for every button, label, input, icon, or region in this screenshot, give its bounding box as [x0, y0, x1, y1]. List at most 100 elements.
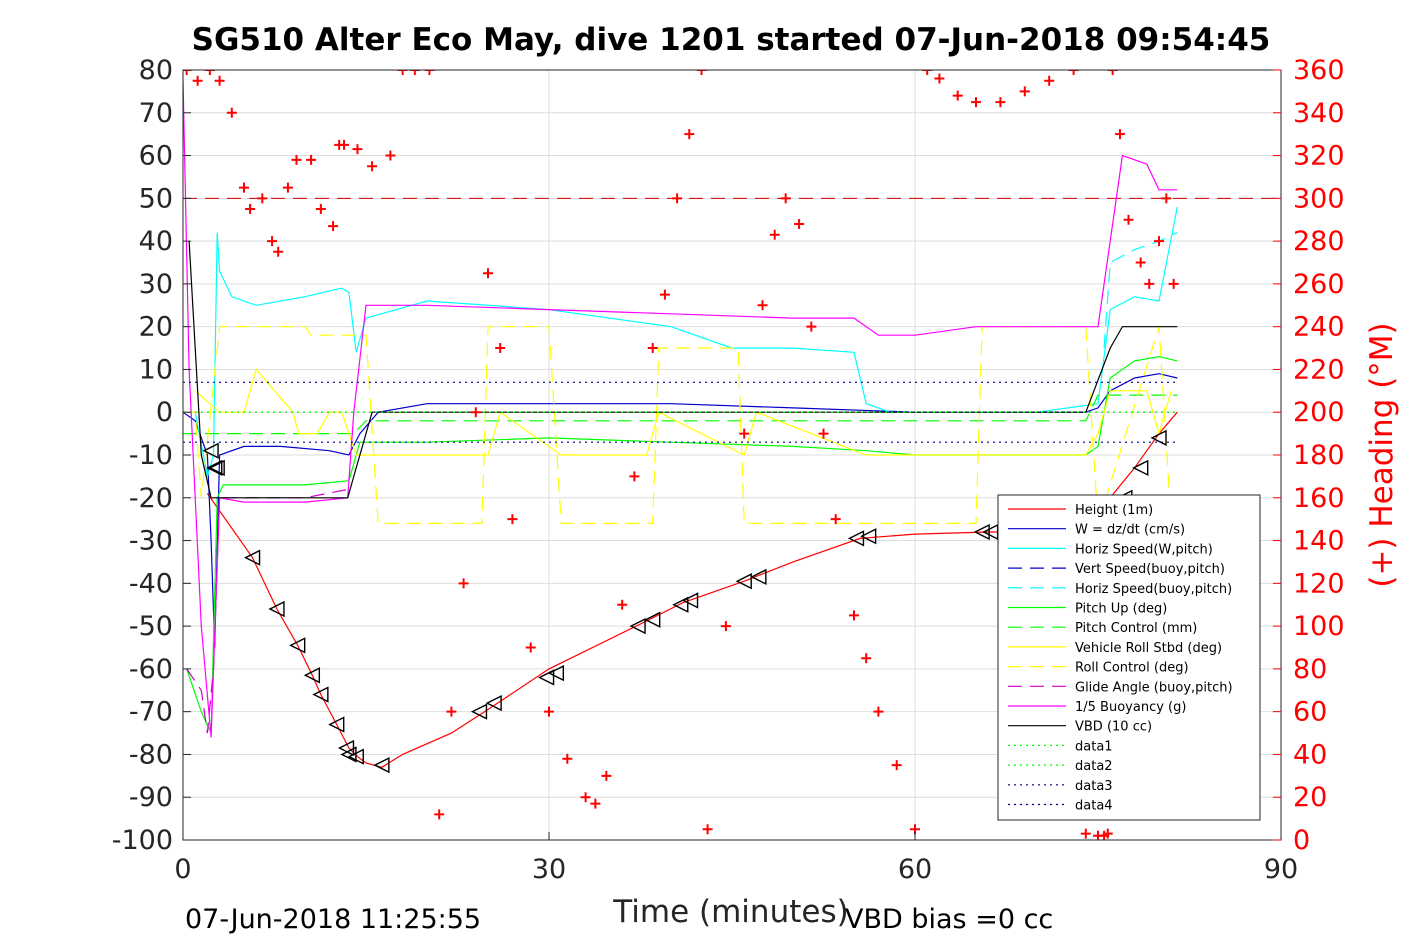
y-tick-label-left: -20 — [129, 483, 173, 514]
y-axis-right-label: (+) Heading (°M) — [1364, 322, 1400, 587]
dive-marker — [470, 703, 488, 720]
footer-timestamp: 07-Jun-2018 11:25:55 — [185, 904, 481, 935]
legend-label: data4 — [1075, 799, 1113, 814]
heading-point — [525, 642, 536, 653]
heading-point — [409, 70, 420, 75]
heading-point — [590, 798, 601, 809]
y-tick-label-right: 300 — [1293, 183, 1345, 214]
legend-label: Roll Control (deg) — [1075, 661, 1189, 676]
dive-marker — [312, 686, 329, 703]
y-tick-label-left: 70 — [139, 98, 173, 129]
legend-label: data3 — [1075, 779, 1113, 794]
heading-point — [483, 268, 493, 279]
y-tick-label-right: 40 — [1293, 739, 1327, 770]
heading-point — [739, 428, 750, 439]
chart-title: SG510 Alter Eco May, dive 1201 started 0… — [192, 22, 1271, 58]
heading-point — [245, 204, 256, 215]
dive-marker — [340, 746, 357, 763]
heading-point — [806, 321, 817, 332]
heading-point — [328, 221, 339, 232]
heading-point — [183, 70, 192, 75]
dive-marker — [750, 568, 767, 586]
y-tick-label-right: 240 — [1293, 312, 1345, 343]
y-tick-label-left: 30 — [139, 269, 173, 300]
heading-point — [891, 760, 902, 771]
heading-point — [495, 343, 506, 354]
y-tick-label-right: 340 — [1293, 98, 1345, 129]
dive-marker — [973, 523, 990, 541]
dive-marker — [1150, 429, 1167, 447]
heading-point — [684, 129, 695, 140]
legend-label: Height (1m) — [1075, 503, 1153, 518]
x-tick-label: 30 — [532, 854, 566, 885]
heading-point — [446, 706, 457, 717]
heading-point — [794, 219, 805, 229]
y-tick-label-left: 50 — [139, 183, 173, 214]
heading-point — [424, 70, 435, 75]
y-tick-label-left: -50 — [129, 611, 173, 642]
dive-marker — [328, 716, 345, 733]
legend-label: data2 — [1075, 759, 1113, 774]
legend-label: Glide Angle (buoy,pitch) — [1075, 680, 1233, 695]
heading-point — [257, 193, 268, 204]
legend-label: W = dz/dt (cm/s) — [1075, 523, 1185, 538]
heading-point — [1044, 75, 1055, 86]
y-tick-label-left: 40 — [139, 226, 173, 257]
y-tick-label-right: 200 — [1293, 397, 1345, 428]
series-line-4 — [1103, 232, 1178, 349]
y-tick-label-left: -60 — [129, 654, 173, 685]
heading-point — [1068, 70, 1079, 75]
x-axis-label: Time (minutes) — [612, 894, 848, 930]
legend-label: Pitch Up (deg) — [1075, 602, 1167, 617]
heading-point — [1019, 86, 1030, 97]
heading-point — [952, 90, 963, 101]
heading-point — [339, 139, 350, 150]
heading-point — [306, 154, 317, 165]
y-tick-label-left: -100 — [112, 825, 173, 856]
dive-marker — [202, 442, 219, 459]
heading-point — [458, 578, 469, 589]
heading-point — [629, 471, 640, 482]
heading-point — [226, 107, 237, 118]
y-tick-label-left: -30 — [129, 526, 173, 557]
dive-marker — [208, 459, 225, 476]
heading-point — [470, 407, 481, 418]
dive-marker — [373, 757, 390, 774]
heading-point — [849, 610, 859, 621]
y-tick-label-right: 100 — [1293, 611, 1345, 642]
heading-point — [601, 770, 612, 781]
heading-point — [1144, 278, 1155, 289]
heading-point — [1154, 236, 1164, 247]
y-tick-label-right: 20 — [1293, 782, 1327, 813]
legend-label: 1/5 Buoyancy (g) — [1075, 700, 1186, 715]
heading-point — [273, 246, 284, 257]
y-tick-label-right: 140 — [1293, 526, 1345, 557]
legend: Height (1m) W = dz/dt (cm/s) Horiz Speed(W… — [997, 494, 1261, 821]
heading-point — [922, 70, 933, 75]
y-tick-label-right: 320 — [1293, 141, 1345, 172]
y-tick-label-right: 280 — [1293, 226, 1345, 257]
y-tick-label-left: -10 — [129, 440, 173, 471]
marker-layer — [183, 70, 1179, 840]
dive-marker — [243, 549, 261, 566]
heading-point — [1080, 828, 1091, 839]
heading-point — [830, 514, 841, 525]
legend-label: Horiz Speed(W,pitch) — [1075, 542, 1213, 557]
dive-marker — [672, 596, 689, 613]
heading-point — [267, 236, 278, 247]
legend-label: Vert Speed(buoy,pitch) — [1075, 562, 1225, 577]
dive-marker — [644, 611, 661, 628]
dive-marker — [847, 530, 865, 547]
legend-box — [997, 494, 1261, 821]
heading-point — [580, 792, 591, 803]
x-tick-label: 90 — [1264, 854, 1298, 885]
y-tick-label-right: 0 — [1293, 825, 1310, 856]
legend-label: Horiz Speed(buoy,pitch) — [1075, 582, 1232, 597]
series-line-11 — [188, 241, 1178, 499]
y-tick-label-left: -90 — [129, 782, 173, 813]
tick-layer: 0 30 60 9080706050403020100-10-20-30-40-50-… — [112, 55, 1345, 885]
heading-point — [1135, 257, 1146, 268]
heading-point — [617, 599, 628, 610]
